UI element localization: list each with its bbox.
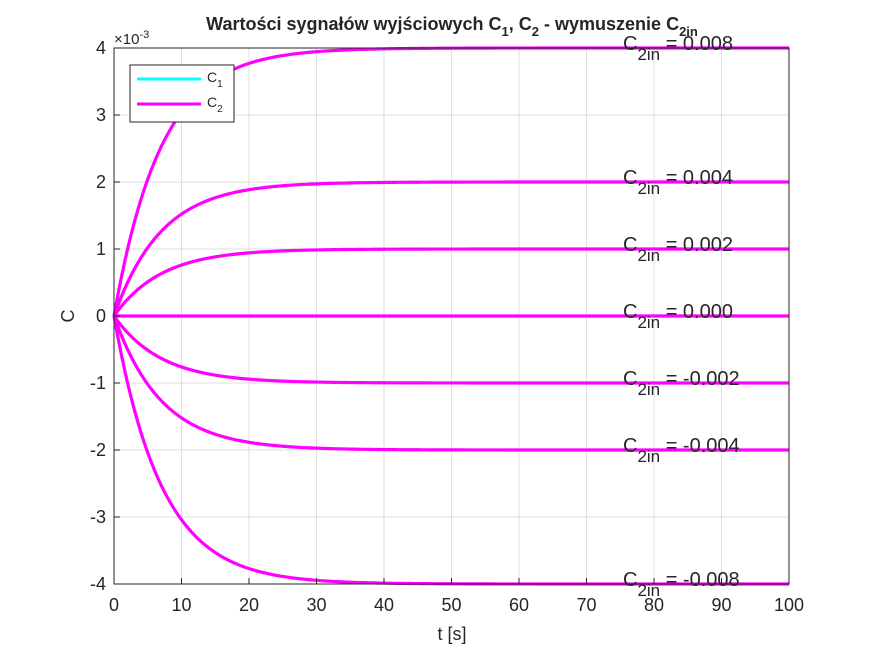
y-tick-label: 2 (96, 172, 106, 192)
exponent-power: -3 (139, 29, 149, 41)
title-sub-1: 1 (502, 24, 509, 39)
title-sub-2: 2 (532, 24, 539, 39)
y-tick-label: -1 (90, 373, 106, 393)
x-tick-label: 90 (711, 595, 731, 615)
y-tick-label: 0 (96, 306, 106, 326)
x-tick-label: 10 (171, 595, 191, 615)
y-axis-label: C (58, 310, 78, 323)
annotation-label: C2in = 0.002 (623, 234, 733, 265)
y-axis-ticks: -4 -3 -2 -1 0 1 2 3 4 (90, 38, 120, 594)
series-line-c2 (112, 315, 789, 452)
exponent-base: ×10 (114, 31, 139, 48)
series-line-c2 (112, 180, 789, 317)
y-tick-label: 4 (96, 38, 106, 58)
y-tick-label: 1 (96, 239, 106, 259)
y-tick-label: -4 (90, 574, 106, 594)
legend-label-c1: C1 (207, 69, 223, 90)
x-tick-label: 50 (441, 595, 461, 615)
x-tick-label: 100 (774, 595, 804, 615)
annotation-label: C2in = 0.008 (623, 33, 733, 64)
annotation-label: C2in = -0.008 (623, 569, 740, 600)
x-tick-label: 20 (239, 595, 259, 615)
x-axis-label: t [s] (437, 624, 466, 644)
y-tick-label: -3 (90, 507, 106, 527)
title-part-1: Wartości sygnałów wyjściowych C (206, 14, 501, 34)
legend-box (129, 64, 235, 123)
y-tick-label: 3 (96, 105, 106, 125)
series-line-c2 (112, 247, 789, 317)
x-tick-label: 80 (644, 595, 664, 615)
title-sub-3: 2in (679, 24, 698, 39)
x-tick-label: 40 (374, 595, 394, 615)
x-tick-label: 70 (576, 595, 596, 615)
title-part-3: - wymuszenie C (539, 14, 679, 34)
x-tick-label: 0 (109, 595, 119, 615)
annotations: C2in = 0.008 C2in = 0.004 C2in = 0.002 C2in… (623, 33, 740, 600)
chart-title: Wartości sygnałów wyjściowych C1, C2 - w… (206, 14, 698, 39)
legend: C1 C2 (129, 64, 235, 123)
annotation-label: C2in = 0.004 (623, 167, 733, 198)
x-tick-label: 60 (509, 595, 529, 615)
y-tick-label: -2 (90, 440, 106, 460)
legend-label-c2: C2 (207, 94, 223, 115)
series-line-c2 (112, 315, 789, 385)
y-axis-exponent: ×10-3 (114, 29, 149, 48)
x-tick-label: 30 (306, 595, 326, 615)
annotation-label: C2in = 0.000 (623, 301, 733, 332)
x-axis-ticks: 0 10 20 30 40 50 60 70 80 90 100 (109, 578, 804, 615)
annotation-label: C2in = -0.004 (623, 435, 740, 466)
annotation-label: C2in = -0.002 (623, 368, 740, 399)
title-part-2: , C (509, 14, 532, 34)
